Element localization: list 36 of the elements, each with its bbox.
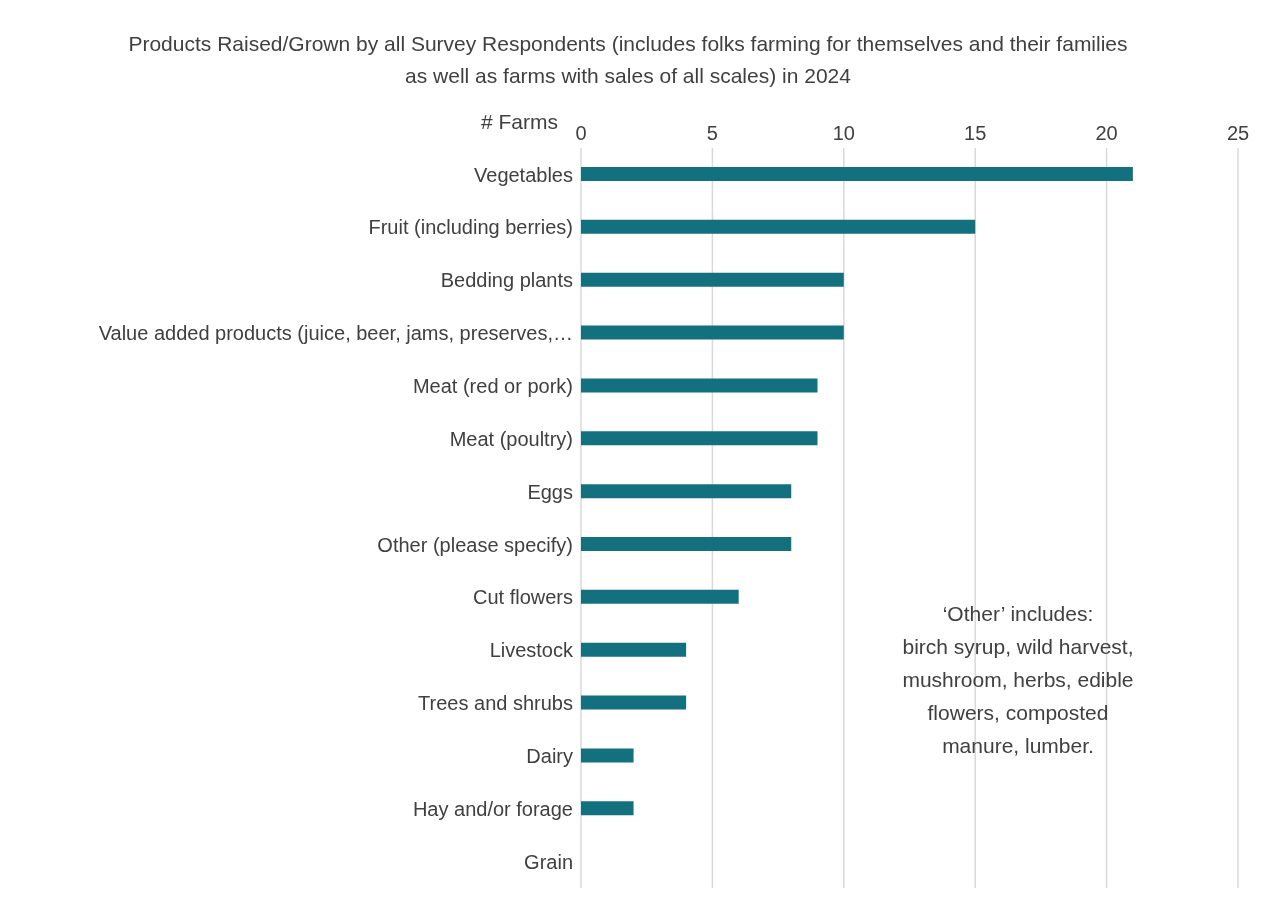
x-tick-label: 25 bbox=[1226, 122, 1250, 144]
bar bbox=[581, 642, 687, 657]
x-tick-label: 20 bbox=[1095, 122, 1118, 144]
bar bbox=[581, 219, 976, 234]
x-axis-title: # Farms bbox=[480, 110, 558, 134]
bar bbox=[581, 272, 844, 287]
bar bbox=[581, 695, 687, 710]
y-tick-label: Hay and/or forage bbox=[412, 797, 573, 820]
y-tick-label: Fruit (including berries) bbox=[368, 216, 573, 239]
bar bbox=[581, 537, 792, 551]
annotation: ‘Other’ includes: birch syrup, wild harvest, mushroom, herbs, edible flowers, composted manure, lumber. bbox=[901, 601, 1135, 759]
bar bbox=[581, 378, 818, 393]
y-tick-label: Livestock bbox=[489, 639, 574, 662]
y-tick-label: Other (please specify) bbox=[377, 533, 573, 556]
y-tick-label: Value added products (juice, beer, jams, preserves,… bbox=[98, 322, 573, 345]
y-tick-label: Dairy bbox=[526, 744, 573, 767]
bar bbox=[581, 801, 634, 816]
bar bbox=[581, 484, 792, 499]
bar bbox=[581, 748, 634, 763]
y-tick-label: Meat (poultry) bbox=[449, 427, 573, 450]
y-tick-label: Cut flowers bbox=[472, 586, 573, 609]
y-tick-label: Trees and shrubs bbox=[418, 692, 573, 715]
y-tick-label: Bedding plants bbox=[440, 269, 573, 292]
chart-title: Products Raised/Grown by all Survey Respondents (includes folks farming for themselves and their families as well as farms with sales of all scales) in 2024 bbox=[128, 31, 1128, 89]
bar bbox=[581, 589, 739, 604]
bar bbox=[581, 431, 818, 446]
y-tick-label: Grain bbox=[524, 850, 573, 873]
y-tick-label: Meat (red or pork) bbox=[412, 374, 573, 397]
y-tick-label: Eggs bbox=[527, 480, 573, 503]
bar bbox=[581, 167, 1133, 181]
x-tick-label: 10 bbox=[832, 122, 855, 144]
bar bbox=[581, 325, 844, 340]
x-tick-label: 0 bbox=[575, 122, 587, 144]
x-tick-label: 5 bbox=[706, 122, 718, 144]
x-tick-label: 15 bbox=[964, 122, 987, 144]
y-tick-label: Vegetables bbox=[474, 163, 573, 186]
